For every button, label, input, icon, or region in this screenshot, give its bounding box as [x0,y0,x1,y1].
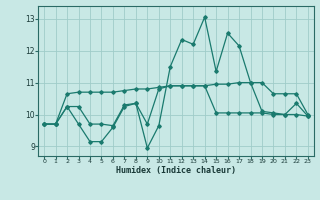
X-axis label: Humidex (Indice chaleur): Humidex (Indice chaleur) [116,166,236,175]
